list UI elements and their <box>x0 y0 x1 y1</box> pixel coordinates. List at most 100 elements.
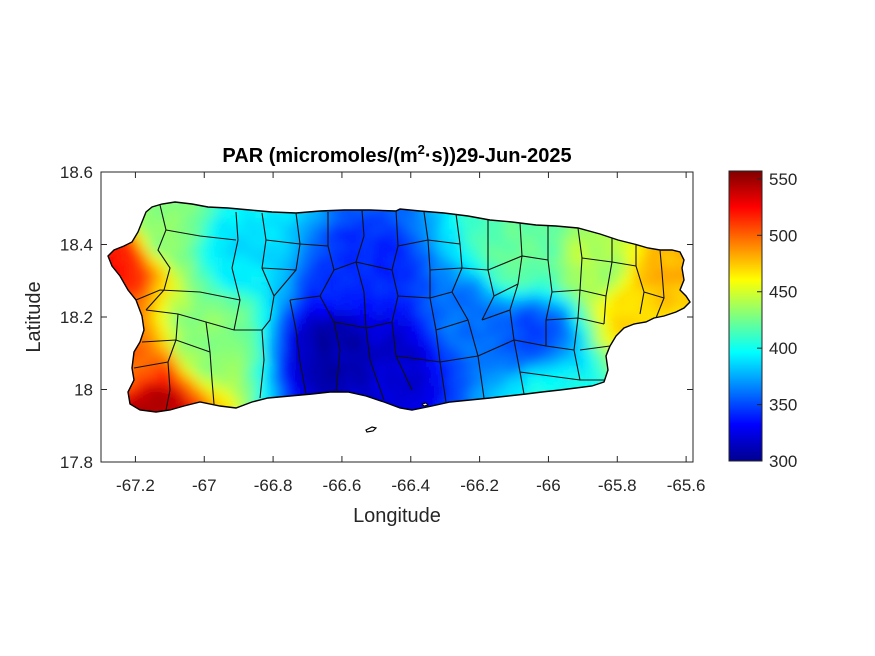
heat-cell <box>155 306 165 316</box>
heat-cell <box>507 226 517 236</box>
heat-cell <box>667 290 677 300</box>
heat-cell <box>363 234 373 244</box>
heat-cell <box>371 282 381 292</box>
heat-cell <box>211 338 221 348</box>
x-tick-label: -66 <box>536 476 561 495</box>
heat-cell <box>547 322 557 332</box>
heat-cell <box>627 298 637 308</box>
heat-cell <box>347 290 357 300</box>
heat-cell <box>363 266 373 276</box>
heat-cell <box>315 386 325 396</box>
heat-cell <box>291 322 301 332</box>
heat-cell <box>243 346 253 356</box>
heat-cell <box>147 402 157 412</box>
heat-cell <box>403 226 413 236</box>
heat-cell <box>531 362 541 372</box>
heat-cell <box>435 338 445 348</box>
heat-cell <box>531 250 541 260</box>
heat-cell <box>291 370 301 380</box>
heat-cell <box>403 234 413 244</box>
heat-cell <box>291 362 301 372</box>
heat-cell <box>251 314 261 324</box>
heat-cell <box>675 266 685 276</box>
heat-cell <box>275 290 285 300</box>
heat-cell <box>315 250 325 260</box>
heat-cell <box>195 306 205 316</box>
heat-cell <box>403 354 413 364</box>
heat-cell <box>307 306 317 316</box>
heat-cell <box>547 282 557 292</box>
heat-cell <box>227 274 237 284</box>
heat-cell <box>443 298 453 308</box>
heat-cell <box>219 250 229 260</box>
heat-cell <box>611 266 621 276</box>
heat-cell <box>355 386 365 396</box>
y-tick-label: 18.4 <box>60 236 93 255</box>
heat-cell <box>203 378 213 388</box>
heat-cell <box>579 338 589 348</box>
heat-cell <box>459 234 469 244</box>
heat-cell <box>411 322 421 332</box>
heat-cell <box>235 282 245 292</box>
heat-cell <box>195 226 205 236</box>
heat-cell <box>491 266 501 276</box>
heat-cell <box>419 386 429 396</box>
heat-cell <box>315 370 325 380</box>
heat-cell <box>211 378 221 388</box>
heat-cell <box>323 330 333 340</box>
heat-cell <box>331 370 341 380</box>
heat-cell <box>579 282 589 292</box>
x-tick-label: -67.2 <box>116 476 155 495</box>
heat-cell <box>411 378 421 388</box>
heat-cell <box>523 266 533 276</box>
small-islet <box>421 402 429 407</box>
heat-cell <box>523 298 533 308</box>
heat-cell <box>403 322 413 332</box>
heat-cell <box>379 322 389 332</box>
heat-cell <box>331 346 341 356</box>
colorbar-tick-label: 500 <box>769 226 797 245</box>
heat-cell <box>571 234 581 244</box>
heat-cell <box>467 226 477 236</box>
heat-cell <box>619 322 629 332</box>
heat-cell <box>267 330 277 340</box>
heat-cell <box>147 362 157 372</box>
heat-cell <box>187 210 197 220</box>
heat-cell <box>235 346 245 356</box>
heat-cell <box>339 378 349 388</box>
heat-cell <box>579 290 589 300</box>
heat-cell <box>523 314 533 324</box>
heat-cell <box>307 298 317 308</box>
heat-cell <box>195 218 205 228</box>
heat-cell <box>283 362 293 372</box>
heat-cell <box>259 266 269 276</box>
heat-cell <box>395 346 405 356</box>
heat-cell <box>395 234 405 244</box>
heat-cell <box>563 226 573 236</box>
heat-cell <box>347 234 357 244</box>
heat-cell <box>339 210 349 220</box>
heat-cell <box>643 282 653 292</box>
heat-cell <box>563 242 573 252</box>
heat-cell <box>475 290 485 300</box>
heat-cell <box>531 386 541 396</box>
heat-cell <box>507 258 517 268</box>
heat-cell <box>363 298 373 308</box>
heat-cell <box>531 282 541 292</box>
heat-cell <box>275 322 285 332</box>
heat-cell <box>579 330 589 340</box>
heat-cell <box>131 250 141 260</box>
heat-cell <box>235 242 245 252</box>
heat-cell <box>499 362 509 372</box>
heat-cell <box>315 242 325 252</box>
heat-cell <box>315 346 325 356</box>
heat-cell <box>635 258 645 268</box>
heat-cell <box>603 322 613 332</box>
heat-cell <box>291 234 301 244</box>
heat-cell <box>379 354 389 364</box>
heat-cell <box>155 266 165 276</box>
heat-cell <box>627 306 637 316</box>
heat-cell <box>259 290 269 300</box>
heat-cell <box>555 338 565 348</box>
heat-cell <box>115 258 125 268</box>
